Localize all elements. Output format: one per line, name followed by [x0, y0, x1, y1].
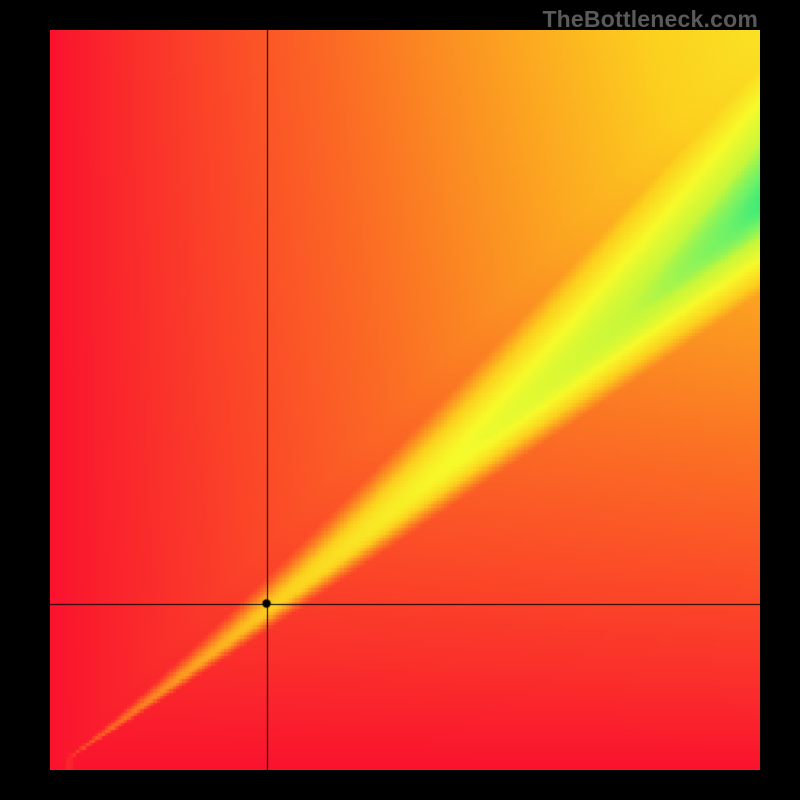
- watermark-text: TheBottleneck.com: [542, 6, 758, 33]
- bottleneck-heatmap: [50, 30, 760, 770]
- chart-root: TheBottleneck.com: [0, 0, 800, 800]
